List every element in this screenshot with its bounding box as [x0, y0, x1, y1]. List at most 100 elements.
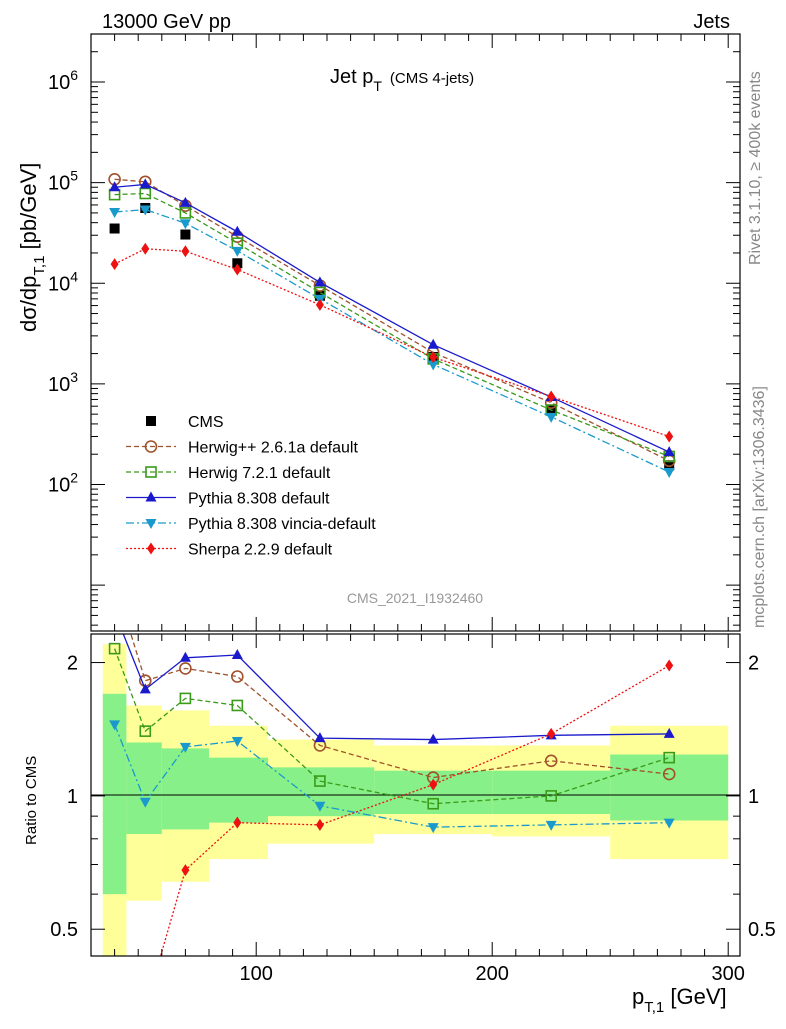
point-herwig7-1: [139, 187, 152, 200]
point-pythia-3: [231, 225, 243, 236]
point-sherpa-0: [110, 258, 119, 271]
analysis-id: CMS_2021_I1932460: [347, 590, 483, 606]
point-pythia-7: [663, 446, 675, 457]
y-tick-label: 105: [48, 168, 78, 195]
ratio-point-vincia-5: [427, 823, 439, 834]
ratio-y-tick-label-left: 0.5: [50, 919, 78, 941]
line-vincia: [114, 208, 670, 473]
ratio-point-sherpa-5: [429, 778, 438, 791]
y-tick-label: 103: [48, 369, 78, 396]
ratio-line-herwigpp: [130, 634, 670, 779]
point-sherpa-4: [315, 298, 324, 311]
point-cms-3: [232, 258, 243, 269]
ratio-point-herwigpp-2: [179, 662, 192, 675]
ratio-y-tick-label-right: 2: [748, 653, 759, 675]
plot-title: Jet pT (CMS 4-jets): [330, 66, 474, 94]
process-label: Jets: [693, 11, 730, 33]
legend-marker-vincia: [145, 519, 157, 529]
ratio-point-herwig7-5: [427, 797, 440, 810]
point-sherpa-2: [181, 245, 190, 258]
point-vincia-1: [139, 205, 151, 216]
line-pythia: [114, 183, 670, 453]
ratio-point-sherpa-6: [547, 727, 556, 740]
ratio-y-tick-label-right: 1: [748, 786, 759, 808]
y-tick-label: 106: [48, 67, 78, 94]
ratio-point-vincia-4: [314, 801, 326, 812]
ratio-point-sherpa-2: [181, 864, 190, 877]
ratio-point-pythia-0: [109, 606, 120, 616]
point-pythia-1: [139, 178, 151, 189]
ratio-line-herwig7: [113, 648, 670, 805]
line-sherpa: [114, 248, 670, 438]
ratio-point-sherpa-1: [141, 1003, 149, 1015]
legend-label-herwigpp: Herwig++ 2.6.1a default: [188, 440, 358, 457]
point-cms-2: [180, 229, 191, 240]
band-inner-6: [492, 770, 611, 815]
legend-label-vincia: Pythia 8.308 vincia-default: [188, 516, 376, 533]
point-sherpa-6: [547, 390, 556, 403]
ratio-line-sherpa: [159, 664, 670, 956]
x-tick-label: 300: [712, 963, 745, 985]
ratio-y-tick-label-left: 1: [67, 786, 78, 808]
ratio-point-sherpa-7: [665, 659, 674, 672]
legend-label-herwig7: Herwig 7.2.1 default: [188, 465, 331, 482]
ratio-panel-frame: [90, 633, 741, 957]
x-tick-label: 100: [240, 963, 273, 985]
main-panel-series: [108, 172, 676, 479]
ratio-point-herwig7-0: [108, 642, 121, 655]
band-inner-3: [209, 757, 268, 823]
y-tick-label: 102: [48, 470, 78, 497]
ratio-point-herwig7-7: [663, 751, 676, 764]
ratio-line-pythia: [122, 634, 670, 741]
point-herwig7-2: [179, 207, 192, 219]
ratio-panel-series: [108, 576, 676, 1015]
point-herwig7-3: [231, 237, 244, 250]
point-vincia-6: [545, 412, 557, 423]
ratio-point-herwig7-2: [179, 692, 192, 705]
legend-label-cms: CMS: [188, 414, 224, 431]
y-tick-label: 104: [48, 268, 78, 295]
point-sherpa-5: [429, 351, 438, 364]
ratio-point-pythia-2: [179, 651, 191, 662]
ratio-point-vincia-7: [663, 818, 675, 829]
ratio-point-herwigpp-7: [662, 767, 676, 781]
band-inner-2: [161, 748, 209, 830]
band-inner-0: [102, 693, 127, 895]
ratio-point-vincia-6: [545, 820, 557, 831]
point-pythia-2: [179, 196, 191, 207]
mcplots-label: mcplots.cern.ch [arXiv:1306.3436]: [751, 386, 768, 628]
axis-ticks: 100 200 300 102 103 104 105 106 0.5 0.5 1 1 2 2: [48, 33, 776, 985]
legend-marker-pythia: [145, 491, 157, 502]
ratio-point-vincia-1: [139, 797, 151, 808]
y-axis-label: dσ/dpT,1 [pb/GeV]: [16, 163, 48, 332]
ratio-point-sherpa-3: [233, 816, 242, 829]
band-inner-1: [126, 742, 162, 835]
point-vincia-3: [231, 246, 243, 257]
ratio-point-sherpa-4: [315, 818, 324, 831]
line-herwigpp: [114, 178, 670, 462]
point-cms-0: [109, 223, 120, 234]
ratio-point-pythia-5: [427, 733, 439, 744]
ratio-point-vincia-3: [231, 737, 243, 748]
band-inner-5: [374, 770, 493, 815]
point-vincia-5: [427, 360, 439, 371]
point-sherpa-3: [233, 263, 242, 276]
rivet-label: Rivet 3.1.10, ≥ 400k events: [747, 71, 764, 265]
ratio-y-tick-label-left: 2: [67, 653, 78, 675]
band-inner-7: [610, 754, 729, 821]
ratio-axis-label: Ratio to CMS: [23, 756, 40, 845]
ratio-point-vincia-0: [109, 720, 121, 731]
uncertainty-bands: [102, 644, 729, 956]
x-axis-label: pT,1 [GeV]: [632, 984, 727, 1016]
ratio-point-herwigpp-0: [109, 576, 120, 587]
ratio-point-herwig7-1: [139, 725, 152, 737]
x-tick-label: 200: [476, 963, 509, 985]
point-cms-7: [664, 460, 675, 471]
legend-marker-herwigpp: [144, 440, 158, 453]
legend-label-sherpa: Sherpa 2.2.9 default: [188, 542, 333, 559]
ratio-point-herwig7-4: [314, 775, 326, 787]
point-pythia-0: [109, 181, 121, 192]
ratio-y-tick-label-right: 0.5: [748, 919, 776, 941]
point-pythia-4: [314, 276, 326, 287]
